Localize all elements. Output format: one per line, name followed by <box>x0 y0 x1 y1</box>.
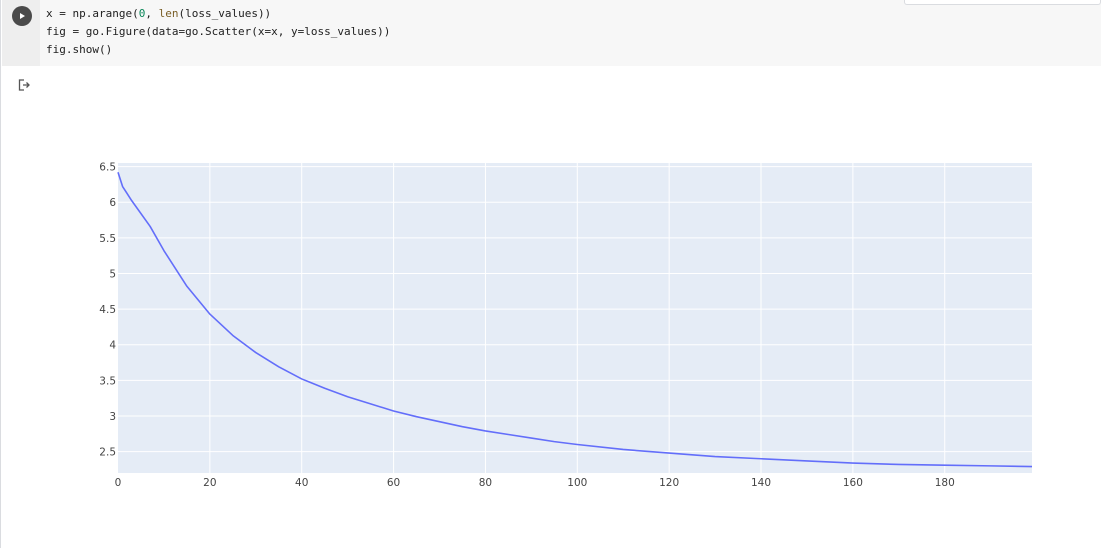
y-tick-label: 5.5 <box>99 233 116 245</box>
x-tick-label: 100 <box>567 477 587 489</box>
y-tick-label: 4.5 <box>99 304 116 316</box>
code-token: fig.show() <box>46 43 113 56</box>
x-tick-label: 80 <box>479 477 492 489</box>
y-tick-label: 6 <box>109 197 116 209</box>
x-tick-label: 40 <box>295 477 308 489</box>
x-tick-label: 120 <box>659 477 679 489</box>
grid <box>118 163 1032 473</box>
y-tick-label: 3 <box>109 411 116 423</box>
output-redirect-icon[interactable] <box>17 78 31 92</box>
y-tick-label: 2.5 <box>99 447 116 459</box>
tick-labels: 0 20 40 60 80 100 120 140 160 180 2.5 3 3.5 4 4.5 5 5.5 6… <box>99 162 954 489</box>
x-tick-label: 140 <box>751 477 771 489</box>
y-tick-label: 6.5 <box>99 162 116 174</box>
y-tick-label: 3.5 <box>99 375 116 387</box>
series-layer <box>117 172 1033 468</box>
play-icon <box>20 13 25 19</box>
x-tick-label: 0 <box>115 477 122 489</box>
code-token: x = np.arange( <box>46 7 139 20</box>
cell-gutter <box>2 0 40 66</box>
code-token: len <box>158 7 179 20</box>
loss-series-line[interactable] <box>117 172 1033 468</box>
code-token: 0 <box>138 7 146 20</box>
code-editor[interactable]: x = np.arange(0, len(loss_values)) fig =… <box>40 0 1101 66</box>
code-token: fig = go.Figure(data=go.Scatter(x=x, y=l… <box>46 25 391 38</box>
code-line[interactable]: fig = go.Figure(data=go.Scatter(x=x, y=l… <box>46 25 390 39</box>
y-tick-label: 5 <box>109 268 116 280</box>
code-line[interactable]: x = np.arange(0, len(loss_values)) <box>46 7 271 21</box>
x-tick-label: 160 <box>843 477 863 489</box>
x-tick-label: 20 <box>203 477 216 489</box>
code-token: (loss_values)) <box>178 7 272 20</box>
x-tick-label: 180 <box>935 477 955 489</box>
code-line[interactable]: fig.show() <box>46 43 112 57</box>
x-tick-label: 60 <box>387 477 400 489</box>
run-cell-button[interactable] <box>12 6 32 26</box>
plot-area <box>118 163 1032 473</box>
y-tick-label: 4 <box>109 340 116 352</box>
code-token: , <box>145 7 159 20</box>
